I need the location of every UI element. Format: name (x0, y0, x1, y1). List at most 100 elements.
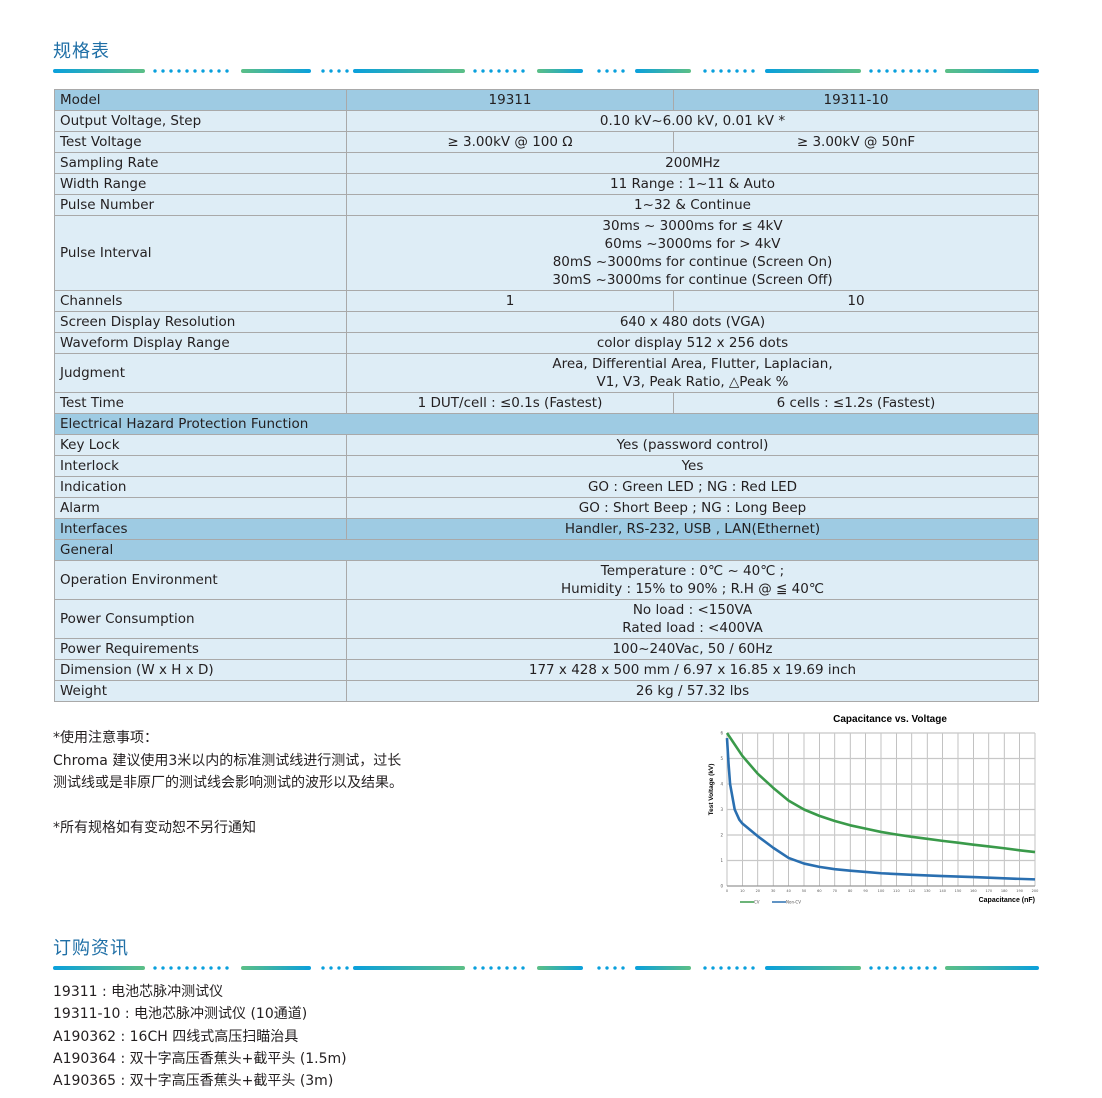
y-tick-label: 4 (720, 782, 723, 787)
row-value: GO : Green LED ; NG : Red LED (346, 476, 1039, 498)
divider-segment (765, 966, 861, 970)
value-line: V1, V3, Peak Ratio, △Peak % (596, 374, 789, 390)
divider-segment (319, 966, 349, 970)
x-tick-label: 20 (756, 889, 760, 893)
value-line: 26 kg / 57.32 lbs (635, 683, 750, 699)
divider-segment (241, 69, 311, 73)
value-line: color display 512 x 256 dots (596, 335, 789, 351)
table-row: Power Requirements 100~240Vac, 50 / 60Hz (54, 638, 1039, 660)
value-line: 19311-10 (823, 92, 889, 108)
value-line: Yes (681, 458, 704, 474)
value-line: Rated load : <400VA (622, 620, 763, 636)
x-tick-label: 120 (908, 889, 915, 893)
value-line: GO : Short Beep ; NG : Long Beep (578, 500, 807, 516)
value-line: 1 DUT/cell : ≤0.1s (Fastest) (417, 395, 603, 411)
row-label: Screen Display Resolution (54, 311, 347, 333)
table-row: Channels 1 10 (54, 290, 1039, 312)
row-label: Channels (54, 290, 347, 312)
x-tick-label: 170 (985, 889, 992, 893)
row-value: color display 512 x 256 dots (346, 332, 1039, 354)
x-tick-label: 0 (726, 889, 728, 893)
row-label: Test Time (54, 392, 347, 414)
row-value: 1~32 & Continue (346, 194, 1039, 216)
order-title: 订购资讯 (53, 938, 129, 959)
value-line: 30ms ~ 3000ms for ≤ 4kV (602, 218, 783, 234)
row-value: Area, Differential Area, Flutter, Laplac… (346, 353, 1039, 393)
table-row: Dimension (W x H x D) 177 x 428 x 500 mm … (54, 659, 1039, 681)
notes-line: Chroma 建议使用3米以内的标准测试线进行测试，过长 (53, 752, 402, 769)
row-label: Power Requirements (54, 638, 347, 660)
divider-segment (701, 69, 759, 73)
legend-label: Non-CV (786, 900, 801, 905)
table-row: Power Consumption No load : <150VA Rated l… (54, 599, 1039, 639)
x-tick-label: 190 (1016, 889, 1023, 893)
value-line: ≥ 3.00kV @ 50nF (796, 134, 916, 150)
row-value: 177 x 428 x 500 mm / 6.97 x 16.85 x 19.6… (346, 659, 1039, 681)
x-tick-label: 50 (802, 889, 806, 893)
value-line: 1~32 & Continue (634, 197, 751, 213)
x-tick-label: 60 (817, 889, 821, 893)
divider-segment (353, 966, 465, 970)
table-row: Indication GO : Green LED ; NG : Red LED (54, 476, 1039, 498)
row-value: Temperature : 0℃ ~ 40℃ ; Humidity : 15% t… (346, 560, 1039, 600)
row-label: Electrical Hazard Protection Function (54, 413, 1039, 435)
x-tick-label: 160 (970, 889, 977, 893)
divider-segment (537, 69, 583, 73)
row-value: 30ms ~ 3000ms for ≤ 4kV 60ms ~3000ms for … (346, 215, 1039, 291)
row-value: 1 (346, 290, 674, 312)
row-value: No load : <150VA Rated load : <400VA (346, 599, 1039, 639)
table-row: Width Range 11 Range : 1~11 & Auto (54, 173, 1039, 195)
x-axis-label: Capacitance (nF) (979, 897, 1035, 904)
row-value: 26 kg / 57.32 lbs (346, 680, 1039, 702)
table-row: Alarm GO : Short Beep ; NG : Long Beep (54, 497, 1039, 519)
table-row: Key Lock Yes (password control) (54, 434, 1039, 456)
y-tick-label: 6 (720, 731, 723, 736)
row-value: Yes (346, 455, 1039, 477)
x-tick-label: 10 (740, 889, 744, 893)
divider-segment (701, 966, 759, 970)
value-line: 30mS ~3000ms for continue (Screen Off) (552, 272, 833, 288)
divider-segment (595, 69, 627, 73)
value-line: Handler, RS-232, USB , LAN(Ethernet) (564, 521, 821, 537)
table-row: Interfaces Handler, RS-232, USB , LAN(Eth… (54, 518, 1039, 540)
table-row: Test Voltage ≥ 3.00kV @ 100 Ω ≥ 3.00kV @ 5… (54, 131, 1039, 153)
row-label: Test Voltage (54, 131, 347, 153)
value-line: 6 cells : ≤1.2s (Fastest) (776, 395, 936, 411)
disclaimer: *所有规格如有变动恕不另行通知 (53, 819, 256, 836)
x-tick-label: 180 (1001, 889, 1008, 893)
row-label: Indication (54, 476, 347, 498)
x-tick-label: 150 (955, 889, 962, 893)
table-row: Test Time 1 DUT/cell : ≤0.1s (Fastest) 6 c… (54, 392, 1039, 414)
order-item: 19311-10 : 电池芯脉冲测试仪 (10通道) (53, 1006, 308, 1023)
order-item: A190365 : 双十字高压香蕉头+截平头 (3m) (53, 1073, 334, 1090)
order-item: A190364 : 双十字高压香蕉头+截平头 (1.5m) (53, 1050, 347, 1067)
x-tick-label: 100 (878, 889, 885, 893)
value-line: 200MHz (665, 155, 720, 171)
value-line: 11 Range : 1~11 & Auto (610, 176, 775, 192)
x-tick-label: 80 (848, 889, 852, 893)
divider-segment (353, 69, 465, 73)
value-line: 19311 (488, 92, 532, 108)
series-line-non-cv (725, 738, 1036, 881)
table-row: Weight 26 kg / 57.32 lbs (54, 680, 1039, 702)
divider-segment (537, 966, 583, 970)
row-label: Key Lock (54, 434, 347, 456)
x-tick-label: 30 (771, 889, 775, 893)
divider-segment (945, 966, 1039, 970)
value-line: 640 x 480 dots (VGA) (619, 314, 766, 330)
row-value: ≥ 3.00kV @ 100 Ω (346, 131, 674, 153)
y-axis-label: Test Voltage (kV) (708, 764, 715, 816)
value-line: 80mS ~3000ms for continue (Screen On) (552, 254, 833, 270)
x-tick-label: 130 (924, 889, 931, 893)
divider-segment (471, 966, 529, 970)
row-value: Handler, RS-232, USB , LAN(Ethernet) (346, 518, 1039, 540)
table-row: Judgment Area, Differential Area, Flutter… (54, 353, 1039, 393)
row-label: Judgment (54, 353, 347, 393)
row-value: 640 x 480 dots (VGA) (346, 311, 1039, 333)
row-value: 200MHz (346, 152, 1039, 174)
divider-segment (151, 966, 231, 970)
x-tick-label: 70 (833, 889, 837, 893)
row-label: Model (54, 89, 347, 111)
y-tick-label: 2 (720, 833, 723, 838)
